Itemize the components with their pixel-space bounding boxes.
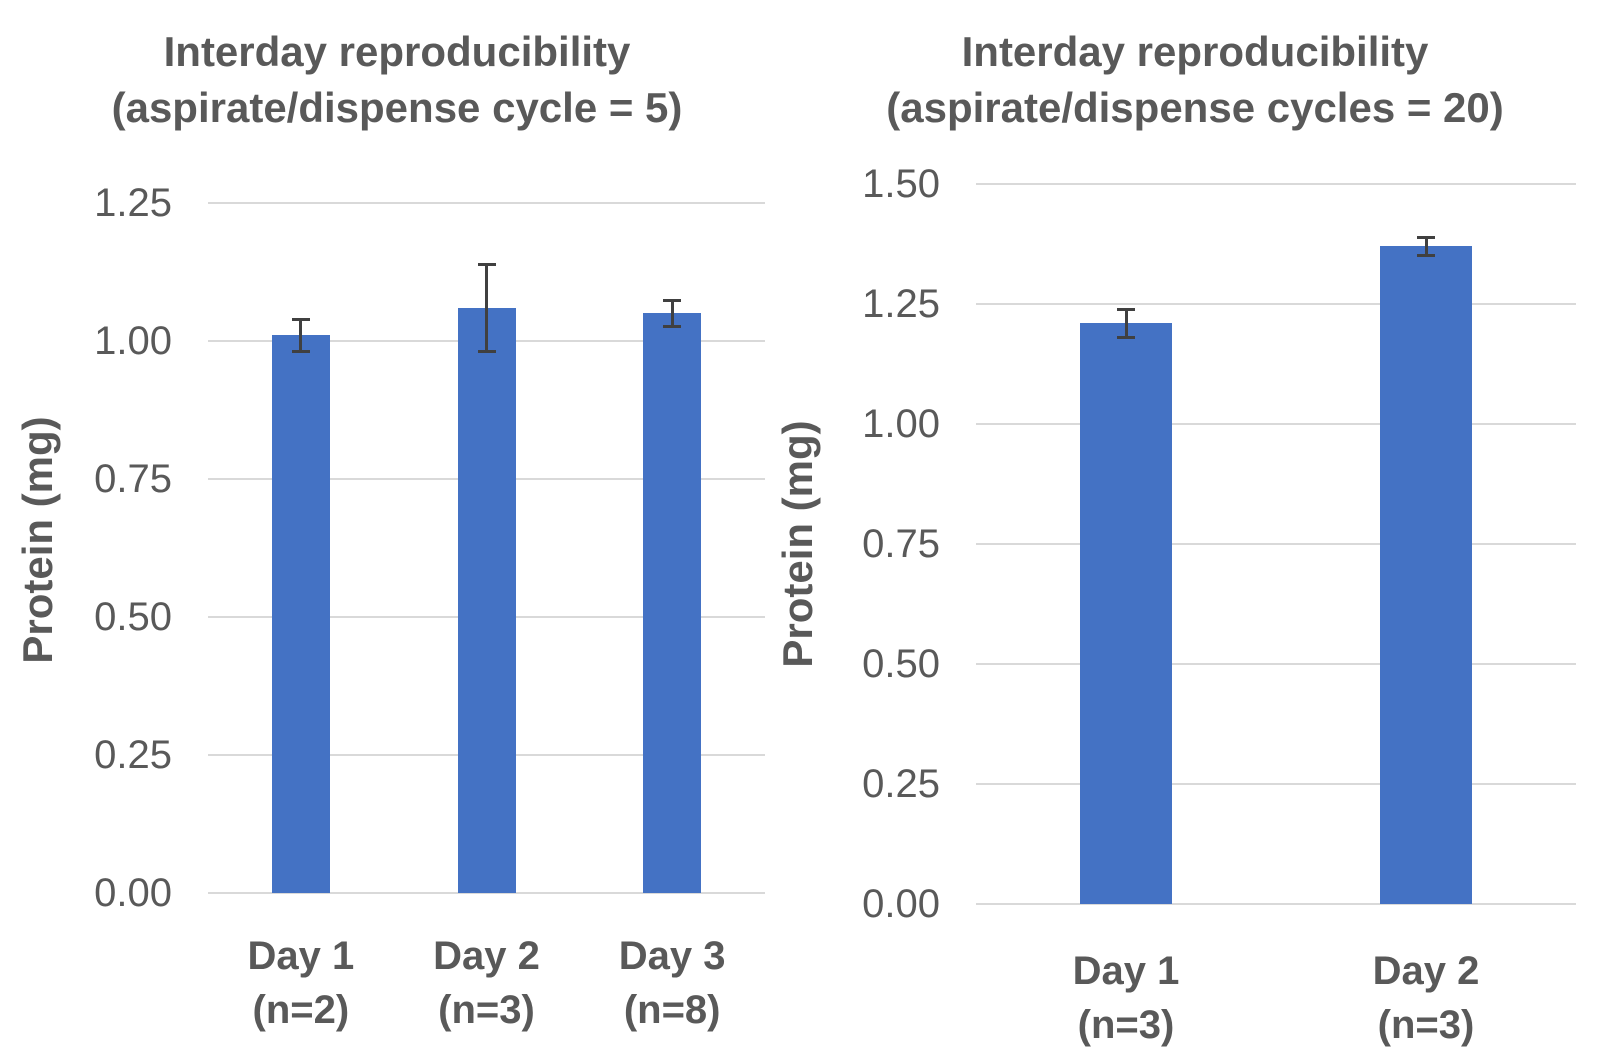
y-tick-label: 1.00 xyxy=(94,319,172,363)
y-gridline xyxy=(976,303,1576,305)
x-category-sublabel: (n=3) xyxy=(1377,1003,1475,1047)
y-tick-label: 1.25 xyxy=(862,282,940,326)
bar-day-1 xyxy=(1080,323,1172,904)
y-gridline xyxy=(208,616,765,618)
y-gridline xyxy=(208,202,765,204)
y-tick-label: 0.75 xyxy=(862,522,940,566)
error-bar-day-3 xyxy=(670,299,674,328)
chart-title-line-2: (aspirate/dispense cycles = 20) xyxy=(886,84,1504,131)
x-axis-line xyxy=(976,903,1576,905)
y-tick-label: 1.50 xyxy=(862,162,940,206)
error-bar-cap-top xyxy=(1117,307,1135,311)
chart-title-line-2: (aspirate/dispense cycle = 5) xyxy=(111,84,683,131)
x-category-label: Day 2 xyxy=(1372,949,1480,993)
y-gridline xyxy=(976,423,1576,425)
x-category-label: Day 3 xyxy=(618,934,726,978)
x-category-day-1: Day 1 (n=3) xyxy=(1016,944,1236,1050)
bar-day-1 xyxy=(271,335,330,893)
x-category-label: Day 2 xyxy=(433,934,540,978)
y-axis-title: Protein (mg) xyxy=(774,420,821,668)
y-gridline xyxy=(976,543,1576,545)
error-bar-day-2 xyxy=(1424,236,1428,256)
y-tick-label: 0.25 xyxy=(94,733,172,777)
error-bar-cap-bottom xyxy=(663,325,682,329)
y-tick-label: 1.25 xyxy=(94,181,172,225)
x-category-day-1: Day 1 (n=2) xyxy=(191,929,411,1037)
error-bar-day-1 xyxy=(299,318,303,353)
chart-title: Interday reproducibility (aspirate/dispe… xyxy=(886,24,1504,136)
error-bar-cap-top xyxy=(291,317,310,321)
x-category-day-2: Day 2 (n=3) xyxy=(377,929,597,1037)
y-tick-label: 0.25 xyxy=(862,762,940,806)
plot-area-cycle-5: 0.00 0.25 0.50 0.75 1.00 1.25 Day 1 (n=2) Day 2 (… xyxy=(94,181,765,1032)
y-tick-label: 0.00 xyxy=(862,882,940,926)
y-gridline xyxy=(976,663,1576,665)
y-tick-label: 0.00 xyxy=(94,871,172,915)
error-bar-cap-bottom xyxy=(291,350,310,354)
plot-area-cycles-20: 0.00 0.25 0.50 0.75 1.00 1.25 1.50 Day 1 (n=3) Da… xyxy=(862,162,1576,1047)
x-category-label: Day 1 xyxy=(247,934,355,978)
y-gridline xyxy=(976,783,1576,785)
chart-title-line-1: Interday reproducibility xyxy=(163,28,631,75)
y-gridline xyxy=(208,754,765,756)
x-category-label: Day 1 xyxy=(1072,949,1180,993)
x-axis-line xyxy=(208,892,765,894)
y-tick-label: 0.50 xyxy=(862,642,940,686)
y-tick-label: 0.75 xyxy=(94,457,172,501)
y-tick-label: 0.50 xyxy=(94,595,172,639)
y-axis-title: Protein (mg) xyxy=(14,416,61,664)
y-gridline xyxy=(976,183,1576,185)
bar-day-3 xyxy=(643,313,702,893)
error-bar-cap-bottom xyxy=(1117,335,1135,339)
x-category-sublabel: (n=8) xyxy=(623,988,721,1032)
bar-day-2 xyxy=(1380,246,1472,904)
error-bar-day-2 xyxy=(485,263,488,353)
error-bar-cap-top xyxy=(663,298,682,302)
x-category-day-3: Day 3 (n=8) xyxy=(562,929,782,1037)
error-bar-day-1 xyxy=(1124,308,1128,338)
bar-day-2 xyxy=(457,307,516,893)
y-tick-label: 1.00 xyxy=(862,402,940,446)
x-category-sublabel: (n=3) xyxy=(1077,1003,1175,1047)
error-bar-cap-top xyxy=(1417,235,1435,239)
x-category-sublabel: (n=3) xyxy=(438,988,535,1032)
error-bar-cap-top xyxy=(477,262,496,266)
error-bar-cap-bottom xyxy=(477,350,496,354)
error-bar-cap-bottom xyxy=(1417,254,1435,257)
y-gridline xyxy=(208,340,765,342)
chart-title-line-1: Interday reproducibility xyxy=(961,28,1429,75)
y-gridline xyxy=(208,478,765,480)
chart-title: Interday reproducibility (aspirate/dispe… xyxy=(112,24,683,136)
x-category-sublabel: (n=2) xyxy=(252,988,350,1032)
x-category-day-2: Day 2 (n=3) xyxy=(1316,944,1536,1050)
